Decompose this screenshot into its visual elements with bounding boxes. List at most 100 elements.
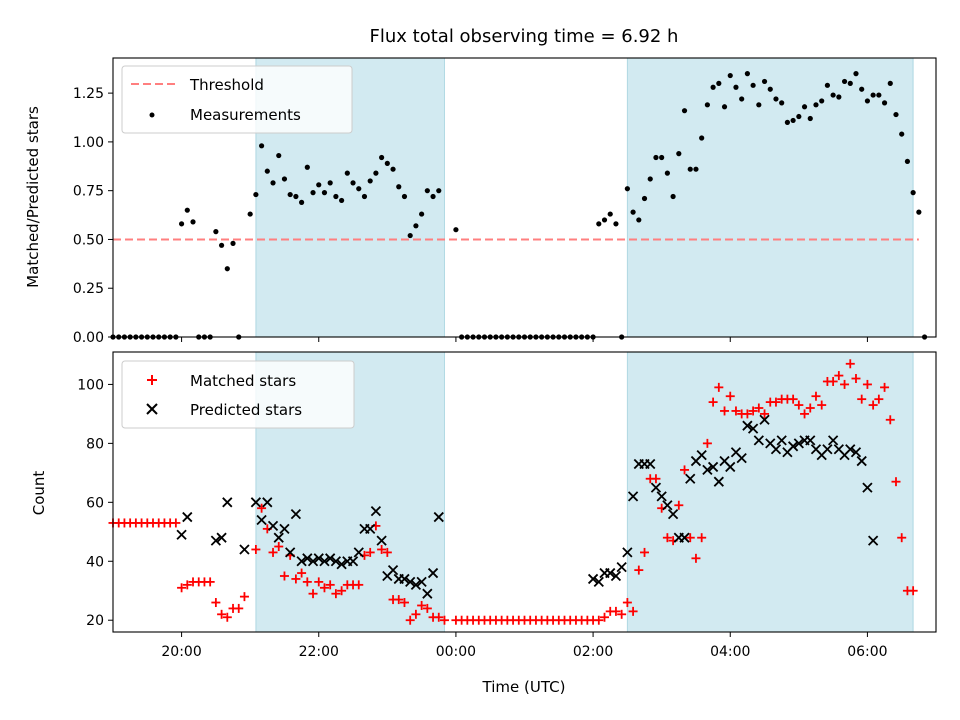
predicted-star-point [736, 452, 747, 464]
y-tick-label: 1.00 [73, 135, 104, 151]
predicted-star-point [239, 544, 250, 555]
measurement-point [847, 80, 853, 86]
predicted-star-point [336, 559, 347, 570]
x-tick-label: 02:00 [573, 644, 613, 660]
matched-star-point [600, 612, 610, 622]
predicted-star-point [787, 441, 799, 452]
matched-star-point [337, 586, 347, 596]
matched-star-point [897, 533, 907, 543]
predicted-star-point [250, 497, 262, 508]
predicted-star-point [656, 491, 667, 502]
predicted-star-point [325, 553, 336, 564]
predicted-star-point [267, 520, 279, 532]
measurement-point [721, 104, 728, 110]
measurement-point [659, 154, 665, 161]
measurement-point [424, 188, 430, 194]
x-tick-label: 20:00 [161, 644, 201, 660]
measurement-point [864, 98, 871, 104]
predicted-star-point [256, 514, 267, 526]
matched-star-point [417, 600, 427, 610]
measurement-point [218, 242, 225, 248]
y-tick-label: 40 [86, 554, 104, 570]
matched-star-point [394, 595, 404, 605]
matched-star-point [177, 583, 187, 593]
shaded-interval-2 [626, 57, 914, 338]
measurement-point [819, 98, 825, 104]
matched-star-point [851, 374, 861, 384]
matched-star-point [257, 503, 267, 513]
measurement-point [384, 160, 390, 166]
predicted-star-point [805, 435, 816, 446]
measurement-point [784, 119, 791, 125]
matched-star-point [314, 577, 324, 587]
measurement-point [773, 96, 779, 102]
measurement-point [830, 92, 836, 98]
measurement-point [350, 180, 356, 186]
matched-star-point [617, 609, 627, 619]
measurement-point [899, 131, 905, 137]
predicted-star-point [365, 523, 376, 534]
measurement-point [453, 227, 459, 233]
y-tick-label: 0.00 [73, 330, 104, 346]
predicted-star-point [610, 570, 622, 582]
measurement-point [253, 191, 259, 198]
predicted-star-point [759, 414, 770, 425]
predicted-star-point [433, 511, 444, 523]
top-axes: 0.00 0.25 0.50 0.75 1.00 1.25 [73, 57, 937, 346]
predicted-star-point [862, 482, 873, 493]
bottom-y-axis-label: Count [30, 471, 48, 516]
matched-star-point [811, 391, 821, 401]
legend-predicted-label: Predicted stars [190, 401, 302, 419]
predicted-star-point [273, 532, 284, 543]
measurement-point [801, 104, 808, 110]
y-tick-label: 60 [86, 495, 104, 511]
measurement-point [270, 180, 276, 186]
predicted-star-point [679, 532, 690, 543]
x-tick-label: 04:00 [710, 644, 750, 660]
measurement-point [379, 154, 385, 161]
matched-star-point [308, 589, 318, 599]
measurement-point [601, 217, 608, 223]
matched-star-point [319, 583, 329, 593]
predicted-star-point [176, 529, 187, 540]
measurement-point [607, 211, 613, 217]
matched-star-point [382, 547, 392, 557]
matched-star-point [434, 612, 444, 622]
matched-star-point [422, 603, 432, 613]
measurement-point [276, 152, 282, 159]
matched-star-point [731, 406, 741, 416]
matched-star-point [748, 406, 758, 416]
measurement-point [653, 154, 659, 161]
matched-star-point [594, 615, 604, 625]
matched-star-point [640, 547, 650, 557]
measurement-point [436, 188, 442, 194]
measurement-point [190, 219, 196, 225]
measurement-point [756, 102, 762, 108]
predicted-star-point [770, 444, 782, 455]
measurement-point [910, 190, 916, 196]
axes-frame [112, 351, 937, 633]
measurement-point [213, 229, 219, 235]
predicted-star-point [285, 547, 296, 558]
matched-star-point [405, 615, 415, 625]
matched-star-point [291, 574, 301, 584]
legend-measurements-swatch [149, 112, 155, 118]
matched-star-point [217, 609, 227, 619]
measurement-point [824, 82, 831, 88]
matched-star-point [760, 409, 770, 419]
measurement-point [304, 164, 310, 170]
x-tick-label: 22:00 [299, 644, 339, 660]
measurement-point [281, 176, 288, 182]
measurement-point [373, 170, 379, 176]
measurement-point [316, 182, 322, 188]
measurement-point [876, 92, 882, 98]
matched-star-point [211, 598, 221, 608]
predicted-star-point [279, 523, 290, 534]
matched-star-point [680, 465, 690, 475]
measurement-point [813, 102, 819, 108]
matched-star-point [234, 603, 244, 613]
matched-star-point [302, 577, 312, 587]
measurement-point [710, 84, 716, 90]
matched-star-point [697, 533, 707, 543]
matched-star-point [805, 403, 815, 413]
